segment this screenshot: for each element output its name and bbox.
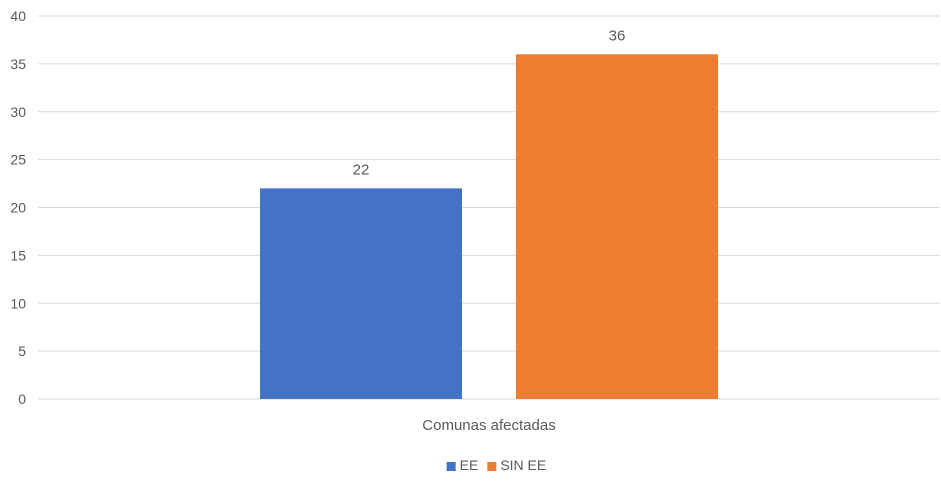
y-axis-ticks: 0 5 10 15 20 25 30 35 40: [10, 8, 26, 407]
legend-label: EE: [460, 457, 479, 473]
legend-swatch: [446, 462, 456, 471]
legend: EE SIN EE: [446, 457, 546, 473]
x-axis-ticks: Comunas afectadas: [422, 417, 555, 434]
bars: [260, 54, 718, 400]
bar-sin-ee: [516, 54, 718, 400]
y-tick-label: 30: [10, 104, 26, 120]
x-tick-label: Comunas afectadas: [422, 417, 555, 434]
y-tick-label: 25: [10, 152, 26, 168]
y-tick-label: 20: [10, 200, 26, 216]
y-tick-label: 10: [10, 295, 26, 311]
data-labels: 22 36: [353, 27, 626, 178]
data-label: 22: [353, 161, 370, 178]
y-tick-label: 15: [10, 247, 26, 263]
gridlines: [38, 15, 940, 400]
data-label: 36: [609, 27, 626, 44]
y-tick-label: 0: [18, 391, 26, 407]
legend-label: SIN EE: [500, 457, 546, 473]
y-tick-label: 40: [10, 8, 26, 24]
y-tick-label: 5: [18, 343, 26, 359]
bar-ee: [260, 188, 462, 399]
y-tick-label: 35: [10, 56, 26, 72]
legend-swatch: [487, 462, 497, 471]
